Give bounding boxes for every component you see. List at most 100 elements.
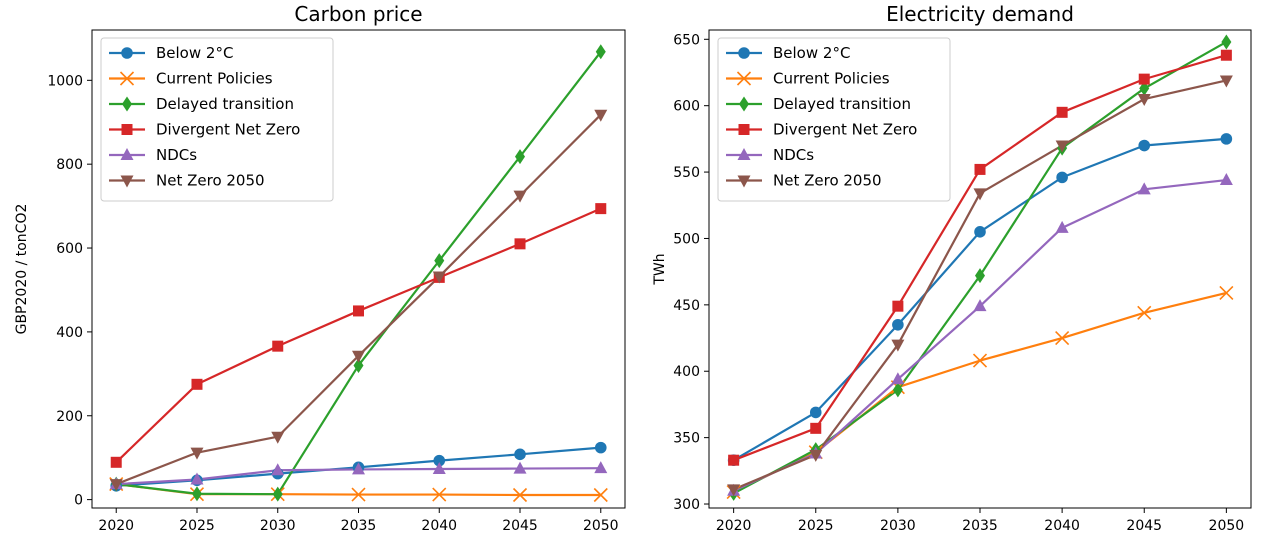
chart-2-ytick-label-1: 300 xyxy=(673,497,700,513)
chart-2-legend-box xyxy=(717,37,951,202)
chart-1-series-6-point-7 xyxy=(594,109,608,122)
chart-2-legend-label-5: NDCs xyxy=(773,146,814,164)
chart-1-series-4-line xyxy=(115,207,602,464)
chart-2-legend-label-1: Below 2°C xyxy=(773,44,850,62)
chart-2-series-2-point-6 xyxy=(1137,305,1152,320)
chart-1-legend: Below 2°C Current Policies Delayed transit… xyxy=(100,37,334,202)
chart-1-series-4-point-1 xyxy=(110,456,122,468)
chart-2-series-5-point-6 xyxy=(1137,182,1151,195)
chart-2-series-1-point-3 xyxy=(892,318,904,331)
chart-2-legend-marker-2-stroke-b xyxy=(736,71,752,86)
chart-2-series-1-point-6 xyxy=(1138,139,1151,152)
chart-2-series-5-point-5 xyxy=(1055,220,1069,233)
chart-2-series-2-point-5-stroke-b xyxy=(1055,330,1070,346)
chart-2-legend-label-2: Current Policies xyxy=(773,70,890,88)
chart-1-series-4-point-3 xyxy=(272,340,284,352)
chart-1-series-5-point-4 xyxy=(352,462,365,475)
chart-1-legend-marker-2 xyxy=(119,71,135,86)
chart-1-series-6-point-4 xyxy=(352,350,365,363)
chart-2-legend-marker-3 xyxy=(739,96,749,112)
chart-2-series-3-point-3 xyxy=(892,382,903,398)
chart-2-series-1-point-5 xyxy=(1056,171,1068,184)
chart-1-series-2-point-6-stroke-b xyxy=(512,487,528,503)
chart-2-series-4-point-2 xyxy=(810,422,822,434)
chart-1-series-5-point-3 xyxy=(271,463,285,476)
chart-1-series-2-point-6 xyxy=(512,487,528,503)
chart-1-ytick-label-2: 200 xyxy=(56,409,83,425)
chart-1-series-5-point-6 xyxy=(513,461,527,474)
chart-2-xtick-label-2: 2025 xyxy=(798,518,834,534)
chart-2-legend-marker-6 xyxy=(737,175,751,188)
chart-1-legend-label-5: NDCs xyxy=(156,146,197,164)
chart-1-series-3-point-2 xyxy=(191,486,202,502)
chart-1-ytick-label-3: 400 xyxy=(56,325,83,341)
chart-2-series-2-point-6-stroke-b xyxy=(1137,305,1152,320)
chart-1-series-4-point-7 xyxy=(595,203,607,215)
chart-2-series-5-point-4 xyxy=(973,299,987,312)
chart-2-legend-label-4: Divergent Net Zero xyxy=(773,121,917,139)
chart-1-legend-label-3: Delayed transition xyxy=(156,95,294,113)
chart-1-series-3-point-4 xyxy=(353,357,364,373)
chart-2-legend-marker-1 xyxy=(738,47,750,59)
chart-1-series-5-point-7 xyxy=(594,461,608,474)
chart-2-series-6-point-6 xyxy=(1137,94,1151,107)
chart-1-series-6-point-2 xyxy=(190,447,204,460)
chart-1-series-6-point-5 xyxy=(432,271,446,284)
chart-1-xtick-label-3: 2030 xyxy=(260,518,296,534)
chart-1-series-4-point-2 xyxy=(191,378,203,390)
chart-2-series-2-point-4 xyxy=(972,353,988,368)
chart-1-legend-marker-4 xyxy=(121,124,133,135)
chart-2-legend-label-6: Net Zero 2050 xyxy=(773,172,882,190)
chart-2-series-2-point-7-stroke-b xyxy=(1219,285,1234,300)
chart-2-ytick-label-8: 650 xyxy=(673,32,700,48)
chart-1-xtick-label-6: 2045 xyxy=(502,518,538,534)
chart-1-legend-marker-6 xyxy=(120,175,134,188)
chart-1-xtick-label-1: 2020 xyxy=(98,518,134,534)
chart-2-xtick-label-3: 2030 xyxy=(880,518,916,534)
chart-2-ylabel: TWh xyxy=(652,253,668,285)
chart-2-series-5-point-7 xyxy=(1219,173,1233,186)
chart-2-legend-marker-5 xyxy=(737,148,751,160)
chart-2-ytick-label-2: 350 xyxy=(673,431,700,447)
chart-1-xtick-label-5: 2040 xyxy=(421,518,457,534)
chart-2-ytick-label-3: 400 xyxy=(673,364,700,380)
chart-2-ytick-label-5: 500 xyxy=(673,231,700,247)
chart-2-series-6-point-3 xyxy=(891,339,905,352)
chart-1-series-3-point-6 xyxy=(515,149,526,165)
chart-2-legend-label-3: Delayed transition xyxy=(773,95,911,113)
chart-2-xtick-label-5: 2040 xyxy=(1044,518,1080,534)
chart-1-legend-marker-3 xyxy=(122,96,132,112)
chart-1-ytick-label-4: 600 xyxy=(56,241,83,257)
chart-2-series-2-point-5 xyxy=(1055,330,1070,346)
chart-2-legend-marker-2 xyxy=(736,71,752,86)
chart-2-series-3-point-4 xyxy=(975,268,985,284)
chart-2-series-2-line xyxy=(733,291,1227,494)
chart-1-ytick-label-5: 800 xyxy=(56,157,83,173)
chart-2-legend: Below 2°C Current Policies Delayed transit… xyxy=(717,37,951,202)
chart-2-series-6-point-4 xyxy=(973,188,987,201)
chart-2-series-1-point-4 xyxy=(974,226,986,238)
chart-2-series-4-point-7 xyxy=(1220,49,1232,61)
chart-2-ytick-label-6: 550 xyxy=(673,165,700,181)
chart-1-series-2-point-4-stroke-b xyxy=(351,487,366,502)
chart-1-xtick-label-7: 2050 xyxy=(583,518,619,534)
chart-2: Electricity demand TWh 2020 2025 2030 2035 204… xyxy=(652,2,1252,534)
chart-1-series-2-point-7-stroke-b xyxy=(593,487,608,503)
chart-1-series-2-point-4 xyxy=(351,487,366,502)
chart-1-series-2-point-5 xyxy=(432,487,447,502)
chart-1-series-5-point-2 xyxy=(190,472,204,485)
chart-2-xtick-label-4: 2035 xyxy=(962,518,998,534)
chart-2-series-6-point-1 xyxy=(727,484,741,497)
chart-2-series-6-point-2 xyxy=(809,449,823,462)
chart-2-xtick-label-1: 2020 xyxy=(716,518,752,534)
chart-1-legend-label-2: Current Policies xyxy=(156,70,273,88)
chart-1-legend-marker-2-stroke-b xyxy=(119,71,135,86)
chart-1-series-6-point-1 xyxy=(109,479,123,492)
chart-1-legend-label-4: Divergent Net Zero xyxy=(156,121,300,139)
chart-2-series-4-point-6 xyxy=(1138,73,1150,85)
chart-2-series-2-point-7 xyxy=(1219,285,1234,300)
chart-2-series-2-point-4-stroke-b xyxy=(972,353,988,368)
chart-2-legend-marker-4 xyxy=(738,124,750,135)
chart-1-series-1-point-6 xyxy=(514,448,526,461)
